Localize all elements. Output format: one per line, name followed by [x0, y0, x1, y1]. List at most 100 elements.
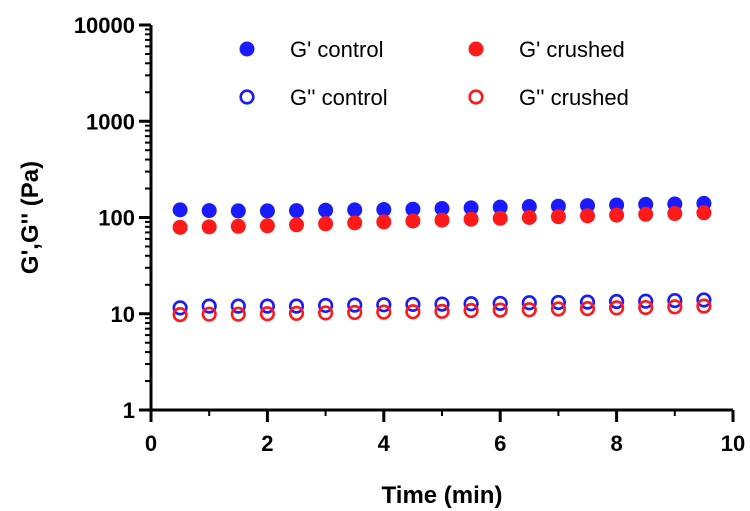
- data-point: [259, 218, 275, 234]
- data-point: [521, 210, 537, 225]
- data-point: [463, 211, 479, 227]
- data-point: [638, 206, 654, 222]
- legend-item: G'' control: [239, 85, 388, 110]
- data-point: [521, 199, 537, 215]
- data-point: [201, 203, 217, 219]
- data-point: [550, 198, 566, 214]
- x-tick-label: 0: [145, 431, 157, 456]
- data-point: [172, 219, 188, 235]
- data-point: [230, 306, 246, 322]
- data-point: [696, 205, 712, 221]
- legend-label: G' crushed: [519, 37, 625, 62]
- legend: G' control G' crushed G'' control G'' crush…: [239, 37, 629, 110]
- legend-marker: [239, 89, 255, 105]
- data-point: [201, 219, 217, 235]
- data-point: [230, 298, 246, 314]
- legend-marker: [239, 41, 255, 57]
- legend-marker: [468, 89, 484, 105]
- data-point: [318, 216, 334, 232]
- data-point: [288, 305, 305, 321]
- data-point: [376, 214, 392, 230]
- data-point: [550, 209, 566, 225]
- legend-item: G' control: [239, 37, 383, 62]
- data-point: [638, 299, 654, 316]
- data-point: [667, 206, 683, 222]
- data-point: [579, 294, 596, 310]
- legend-label: G'' crushed: [519, 85, 629, 110]
- data-point: [580, 198, 595, 214]
- legend-marker: [468, 41, 484, 57]
- data-point: [667, 299, 683, 315]
- data-point: [608, 300, 625, 316]
- data-point: [580, 208, 595, 224]
- data-point: [347, 202, 363, 218]
- data-point: [201, 298, 217, 314]
- data-point: [434, 296, 450, 312]
- series-g-crushed: [172, 205, 712, 235]
- data-point: [463, 296, 479, 312]
- data-point: [405, 213, 421, 229]
- series-g-control: [172, 195, 712, 219]
- data-point: [696, 292, 712, 308]
- data-point: [434, 303, 450, 319]
- data-point: [347, 215, 363, 231]
- series-g-control: [172, 292, 712, 316]
- data-point: [638, 293, 654, 309]
- data-point: [318, 305, 334, 321]
- data-point: [230, 203, 246, 219]
- data-point: [172, 202, 188, 218]
- x-tick-label: 6: [494, 431, 506, 456]
- data-point: [172, 300, 188, 316]
- data-point: [492, 210, 508, 226]
- data-point: [463, 200, 479, 216]
- data-point: [434, 201, 450, 217]
- axes: 1 10 100 1000 10000 0 2 4 6 8 10: [74, 13, 745, 456]
- data-point: [550, 301, 567, 317]
- data-point: [463, 302, 479, 319]
- data-point: [347, 304, 363, 321]
- data-point: [521, 295, 537, 311]
- plot-area: [172, 195, 712, 323]
- legend-item: G'' crushed: [468, 85, 629, 110]
- data-point: [289, 217, 304, 233]
- series-g-crushed: [172, 298, 712, 323]
- y-tick-label: 100: [98, 206, 135, 231]
- data-point: [259, 306, 276, 322]
- x-tick-label: 2: [261, 431, 273, 456]
- x-tick-label: 4: [378, 431, 391, 456]
- x-axis-title: Time (min): [382, 482, 503, 509]
- data-point: [376, 304, 392, 320]
- legend-label: G' control: [290, 37, 383, 62]
- x-tick-label: 10: [721, 431, 745, 456]
- data-point: [405, 296, 421, 313]
- x-tick-label: 8: [610, 431, 622, 456]
- data-point: [288, 298, 305, 314]
- y-axis-title: G',G'' (Pa): [17, 161, 44, 274]
- data-point: [608, 293, 625, 310]
- data-point: [696, 298, 712, 314]
- data-point: [492, 199, 508, 215]
- data-point: [172, 306, 188, 323]
- data-point: [667, 292, 683, 309]
- y-tick-label: 1: [123, 398, 135, 423]
- data-point: [609, 207, 625, 223]
- data-point: [259, 298, 276, 314]
- data-point: [376, 202, 392, 218]
- data-point: [492, 295, 508, 312]
- data-point: [259, 203, 275, 219]
- legend-label: G'' control: [290, 85, 388, 110]
- data-point: [318, 202, 334, 218]
- data-point: [434, 212, 450, 228]
- data-point: [405, 201, 421, 217]
- data-point: [318, 297, 334, 314]
- data-point: [289, 203, 304, 219]
- y-tick-label: 1000: [86, 109, 135, 134]
- data-point: [201, 306, 217, 322]
- data-point: [347, 297, 363, 313]
- data-point: [376, 297, 392, 313]
- legend-item: G' crushed: [468, 37, 625, 62]
- data-point: [230, 218, 246, 234]
- data-point: [521, 302, 537, 318]
- data-point: [579, 301, 596, 317]
